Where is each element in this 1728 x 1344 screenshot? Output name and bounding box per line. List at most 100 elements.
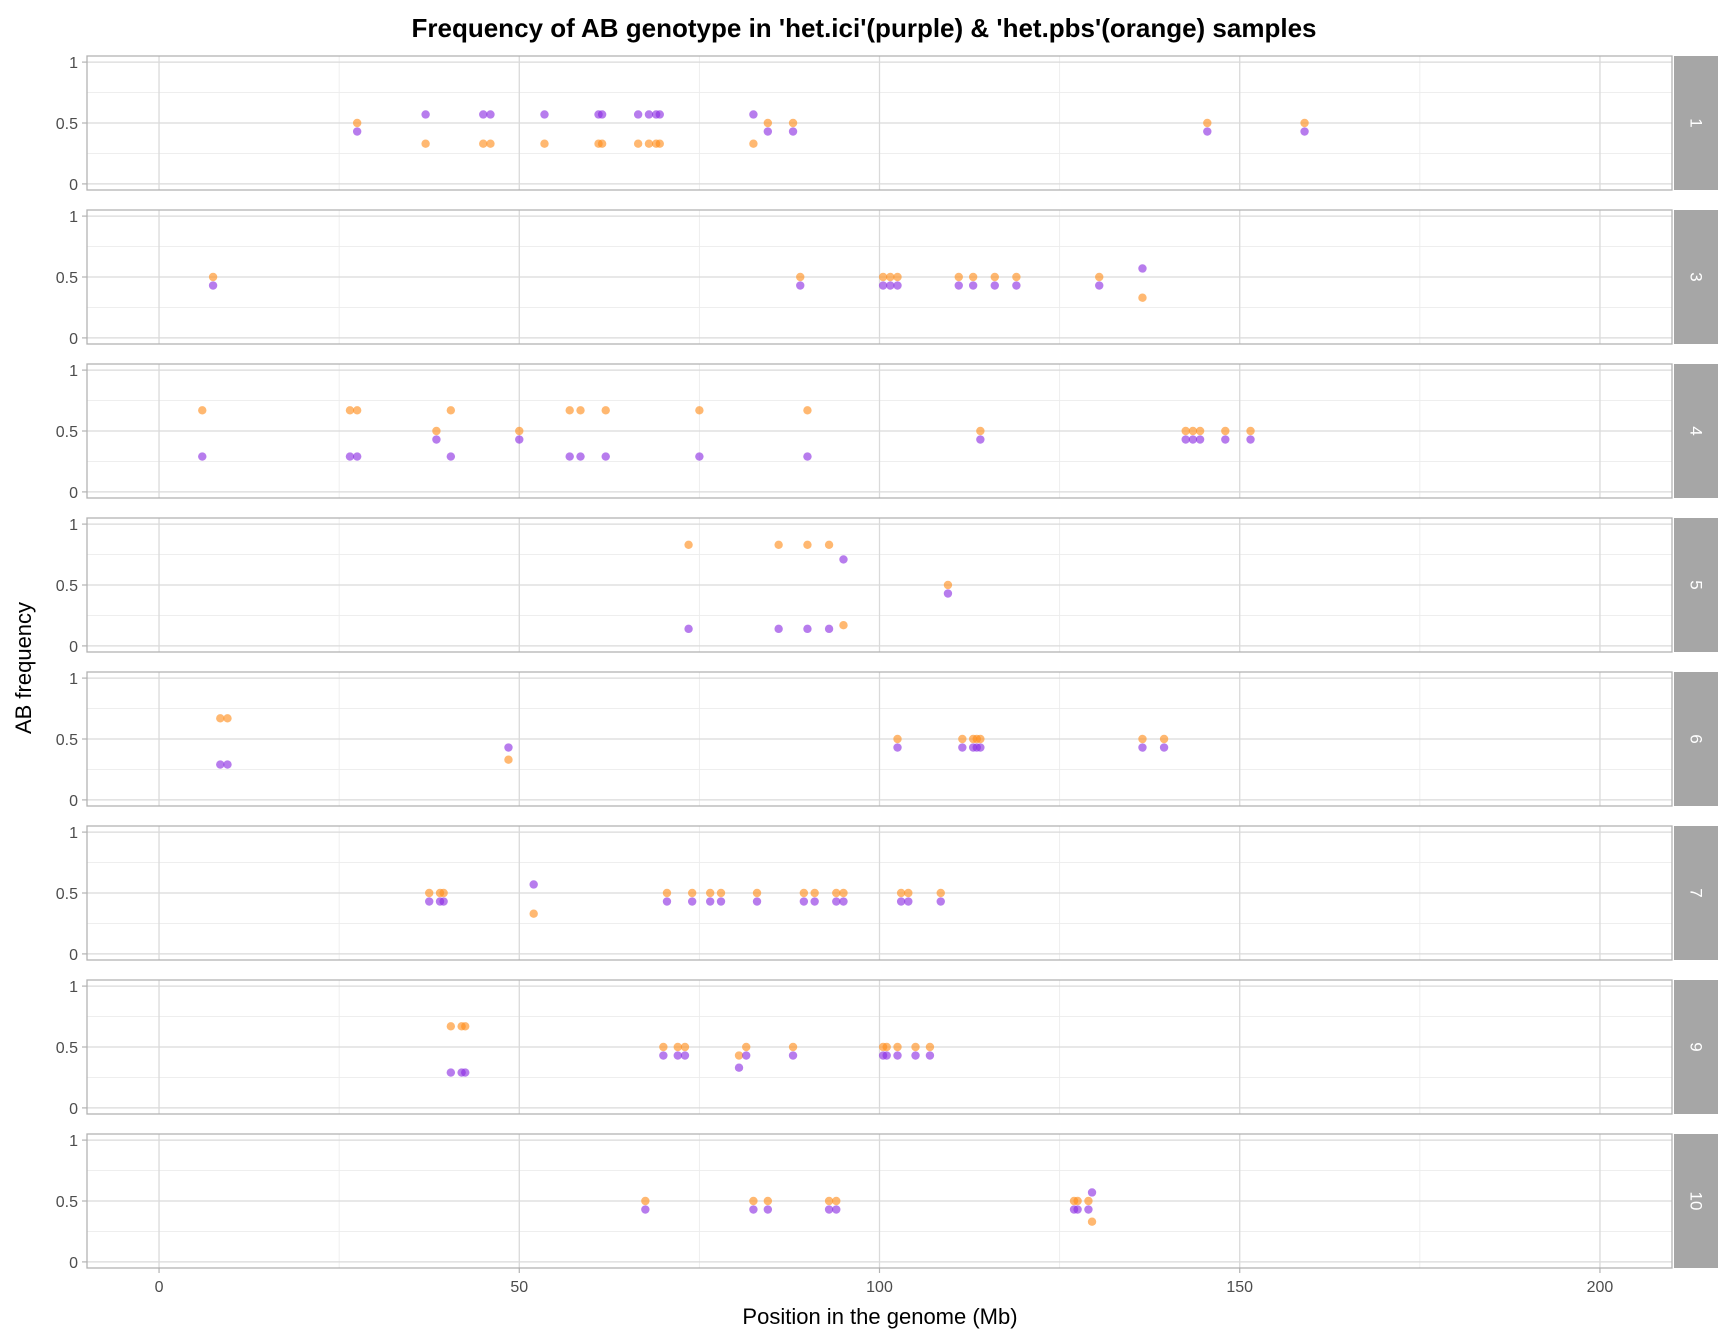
point-het-ici: [352, 127, 362, 136]
y-tick-label: 0: [69, 331, 78, 348]
point-het-pbs: [1087, 1217, 1097, 1226]
point-het-ici: [968, 281, 978, 290]
point-het-ici: [911, 1051, 920, 1060]
point-het-pbs: [716, 888, 726, 898]
point-het-pbs: [216, 714, 225, 723]
point-het-pbs: [796, 272, 805, 282]
point-het-pbs: [655, 139, 664, 148]
point-het-pbs: [882, 1042, 891, 1052]
point-het-ici: [461, 1068, 470, 1077]
point-het-ici: [223, 760, 232, 769]
facet-strip: [1674, 56, 1718, 190]
point-het-ici: [893, 743, 902, 752]
point-het-pbs: [425, 888, 434, 898]
point-het-pbs: [644, 139, 654, 148]
point-het-ici: [742, 1051, 751, 1060]
point-het-pbs: [803, 406, 812, 415]
point-het-ici: [425, 897, 434, 906]
point-het-ici: [1087, 1188, 1097, 1197]
point-het-ici: [421, 110, 430, 119]
point-het-pbs: [824, 540, 834, 549]
point-het-ici: [734, 1063, 744, 1072]
point-het-pbs: [446, 1022, 456, 1031]
point-het-ici: [882, 1051, 891, 1060]
point-het-ici: [893, 1051, 902, 1060]
point-het-pbs: [486, 139, 495, 148]
point-het-pbs: [352, 118, 362, 128]
point-het-ici: [788, 1051, 798, 1060]
x-tick-label: 150: [1226, 1279, 1253, 1296]
point-het-pbs: [954, 272, 963, 282]
point-het-ici: [958, 743, 967, 752]
point-het-ici: [904, 897, 913, 906]
y-tick-label: 1: [69, 671, 78, 688]
point-het-pbs: [705, 888, 715, 898]
point-het-pbs: [774, 540, 783, 549]
point-het-pbs: [824, 1196, 834, 1206]
point-het-pbs: [734, 1051, 744, 1060]
point-het-pbs: [1138, 734, 1147, 744]
y-axis-title: AB frequency: [11, 602, 36, 734]
point-het-pbs: [878, 272, 888, 282]
x-tick-label: 50: [510, 1279, 528, 1296]
point-het-pbs: [799, 888, 809, 898]
point-het-ici: [662, 897, 672, 906]
point-het-ici: [803, 452, 812, 461]
facet-strip: [1674, 672, 1718, 806]
facet-strip-label: 3: [1687, 272, 1706, 281]
point-het-ici: [479, 110, 488, 119]
point-het-ici: [504, 743, 513, 752]
panel-9: 0 0.5 1 9: [56, 979, 1718, 1118]
y-tick-label: 0: [69, 1255, 78, 1272]
y-tick-label: 0.5: [56, 886, 78, 903]
point-het-ici: [954, 281, 963, 290]
point-het-pbs: [893, 1042, 902, 1052]
y-tick-label: 1: [69, 517, 78, 534]
point-het-ici: [832, 897, 841, 906]
point-het-ici: [1195, 435, 1205, 444]
point-het-pbs: [911, 1042, 920, 1052]
facet-strip: [1674, 826, 1718, 960]
point-het-pbs: [1221, 426, 1230, 436]
point-het-pbs: [432, 426, 441, 436]
point-het-ici: [684, 624, 693, 634]
point-het-pbs: [601, 406, 610, 415]
point-het-ici: [810, 897, 819, 906]
chart-title: Frequency of AB genotype in 'het.ici'(pu…: [412, 13, 1317, 43]
point-het-pbs: [936, 888, 945, 898]
point-het-pbs: [976, 426, 985, 436]
y-tick-label: 1: [69, 979, 78, 996]
y-tick-label: 1: [69, 363, 78, 380]
point-het-pbs: [763, 1196, 773, 1206]
point-het-ici: [896, 897, 906, 906]
facet-strip: [1674, 980, 1718, 1114]
point-het-ici: [601, 452, 610, 461]
point-het-ici: [1246, 435, 1255, 444]
point-het-pbs: [886, 272, 895, 282]
point-het-pbs: [810, 888, 819, 898]
point-het-pbs: [803, 540, 812, 549]
point-het-pbs: [943, 580, 953, 590]
point-het-pbs: [695, 406, 704, 415]
point-het-pbs: [540, 139, 549, 148]
point-het-ici: [208, 281, 218, 290]
facet-strip-label: 6: [1687, 734, 1706, 743]
point-het-pbs: [1246, 426, 1255, 436]
y-tick-label: 0: [69, 947, 78, 964]
point-het-ici: [824, 624, 834, 634]
point-het-ici: [763, 127, 773, 136]
y-tick-label: 1: [69, 55, 78, 72]
y-tick-label: 0: [69, 1101, 78, 1118]
point-het-pbs: [1073, 1196, 1082, 1206]
point-het-pbs: [576, 406, 585, 415]
panel-1: 0 0.5 1 1: [56, 55, 1718, 194]
point-het-ici: [803, 624, 812, 634]
point-het-ici: [1221, 435, 1230, 444]
point-het-ici: [1073, 1205, 1082, 1214]
panel-5: 0 0.5 1 5: [56, 517, 1718, 656]
point-het-ici: [886, 281, 895, 290]
point-het-pbs: [641, 1196, 650, 1206]
point-het-pbs: [893, 272, 902, 282]
point-het-ici: [1138, 264, 1147, 273]
point-het-ici: [540, 110, 549, 119]
